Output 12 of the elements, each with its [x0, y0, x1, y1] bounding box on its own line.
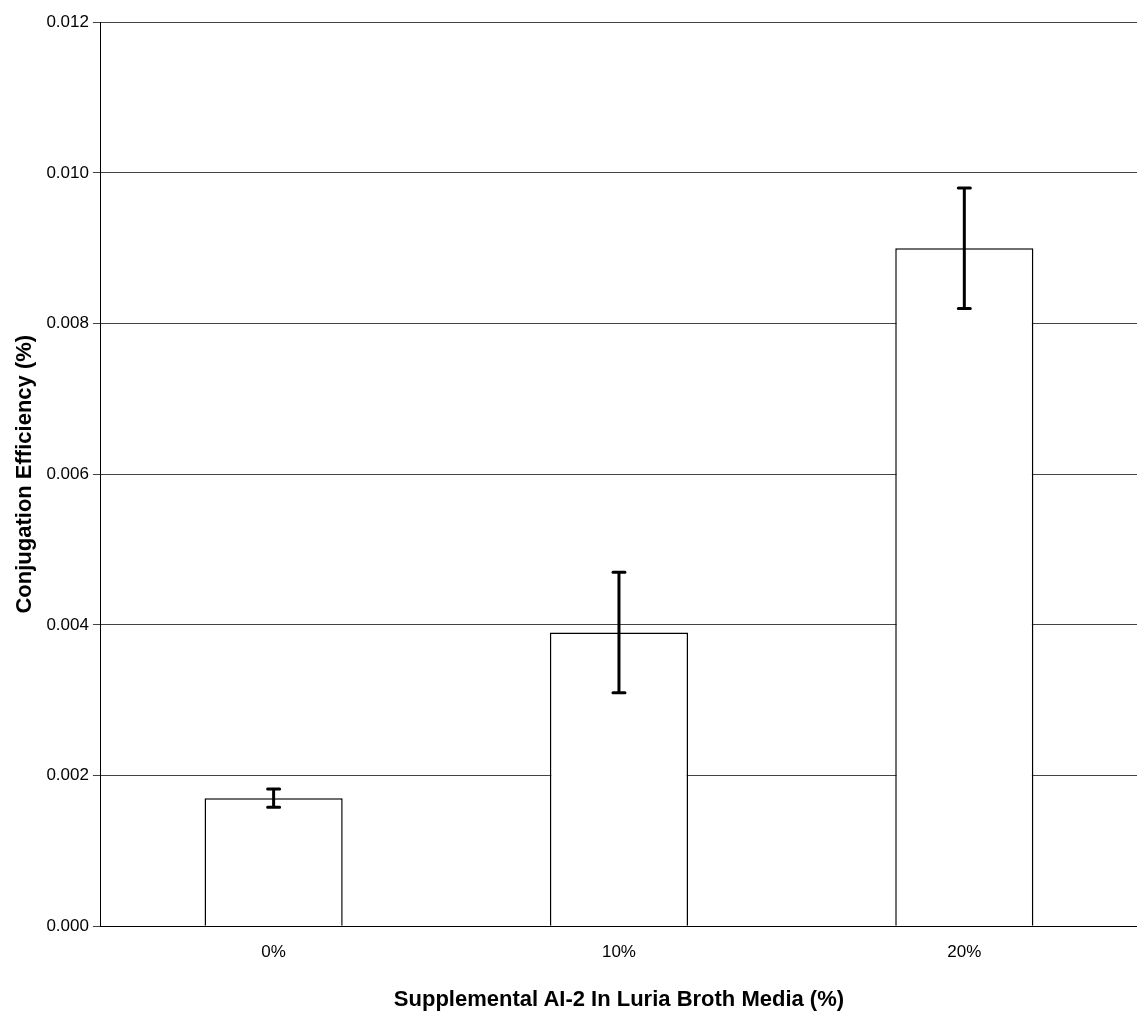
y-axis-title: Conjugation Efficiency (%) — [11, 334, 37, 614]
y-tick-label: 0.002 — [46, 765, 89, 785]
x-tick-label: 10% — [601, 942, 636, 962]
x-axis-title: Supplemental AI-2 In Luria Broth Media (%) — [393, 985, 845, 1011]
x-tick-label: 20% — [947, 942, 982, 962]
y-tick-label: 0.012 — [46, 11, 89, 31]
y-tick-label: 0.008 — [46, 313, 89, 333]
y-tick-label: 0.006 — [46, 463, 89, 483]
x-tick-label: 0% — [261, 942, 286, 962]
y-tick-label: 0.000 — [46, 915, 89, 935]
y-tick-label: 0.004 — [46, 614, 89, 634]
y-tick-label: 0.010 — [46, 162, 89, 182]
